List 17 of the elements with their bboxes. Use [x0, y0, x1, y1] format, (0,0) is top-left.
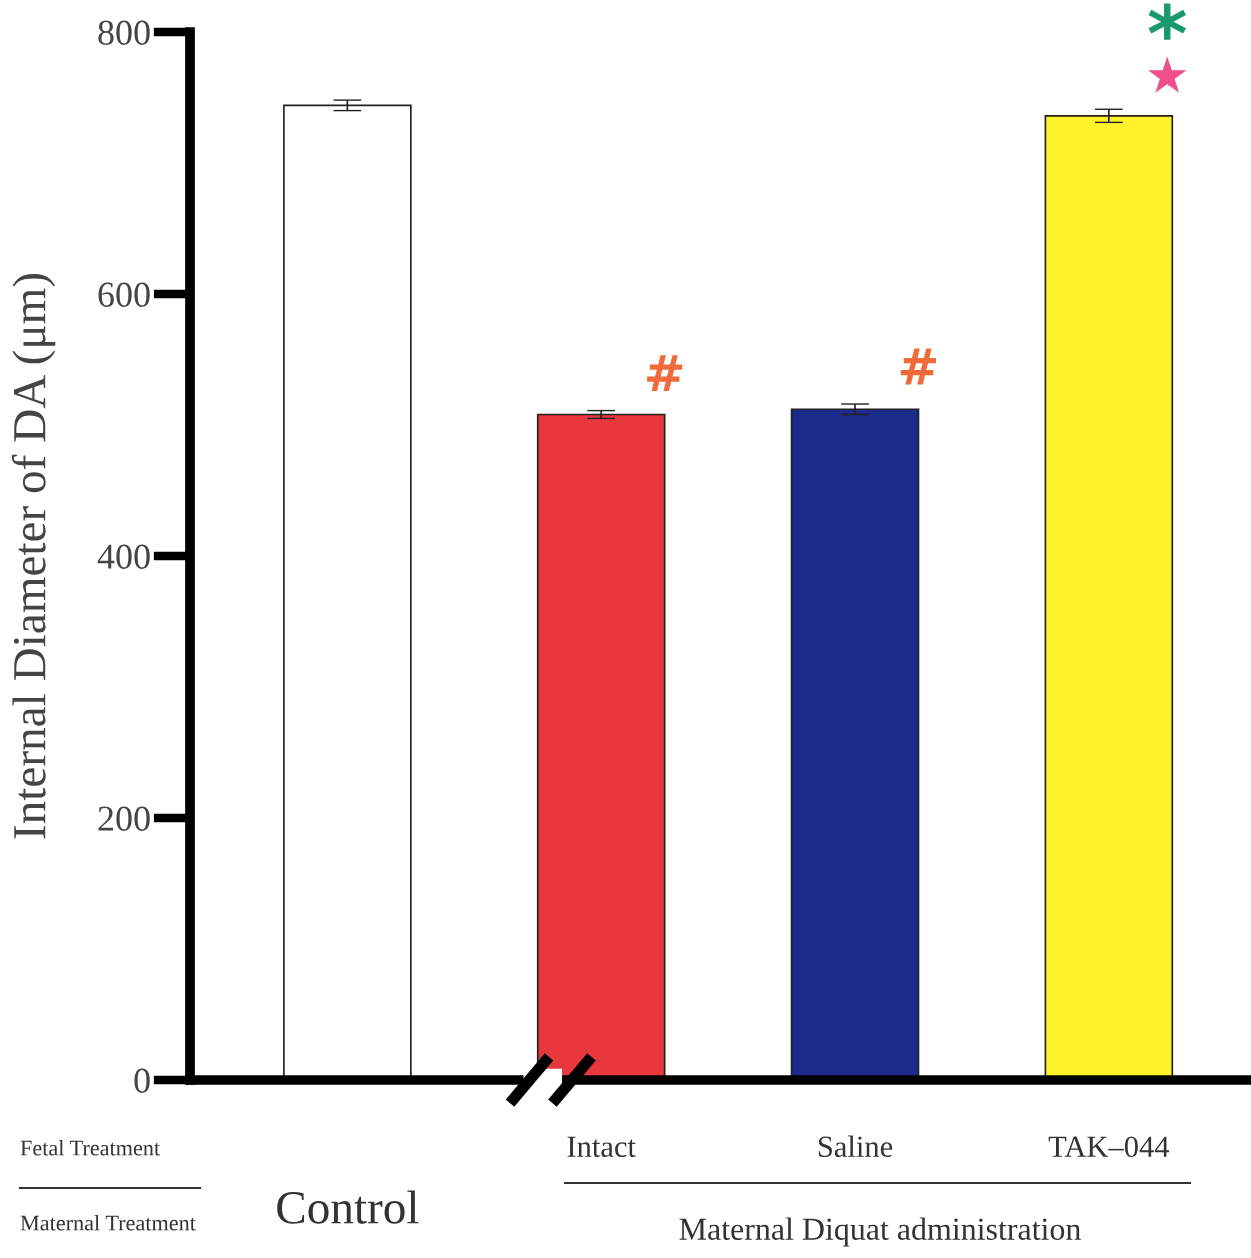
text: Maternal Diquat administration [679, 1217, 1081, 1247]
annotation: ★ [1148, 56, 1187, 93]
y-tick-label: 800 [98, 20, 150, 45]
y-tick-label: 400 [97, 544, 150, 569]
x-tick-label: Intact [567, 1136, 636, 1158]
x-tick-label: Saline [818, 1135, 893, 1158]
y-axis-title: Internal Diameter of DA (μm) [11, 273, 56, 839]
text: Maternal Treatment [20, 1214, 196, 1231]
annotation: # [900, 348, 937, 385]
text: Fetal Treatment [20, 1139, 160, 1156]
y-tick-label: 0 [134, 1068, 150, 1093]
y-tick-label: 200 [98, 806, 150, 831]
y-tick-label: 600 [98, 282, 150, 307]
x-tick-label: TAK–044 [1048, 1136, 1170, 1158]
annotation: # [647, 355, 683, 392]
x-tick-label: Control [277, 1190, 419, 1224]
annotation: * [1148, 3, 1187, 40]
